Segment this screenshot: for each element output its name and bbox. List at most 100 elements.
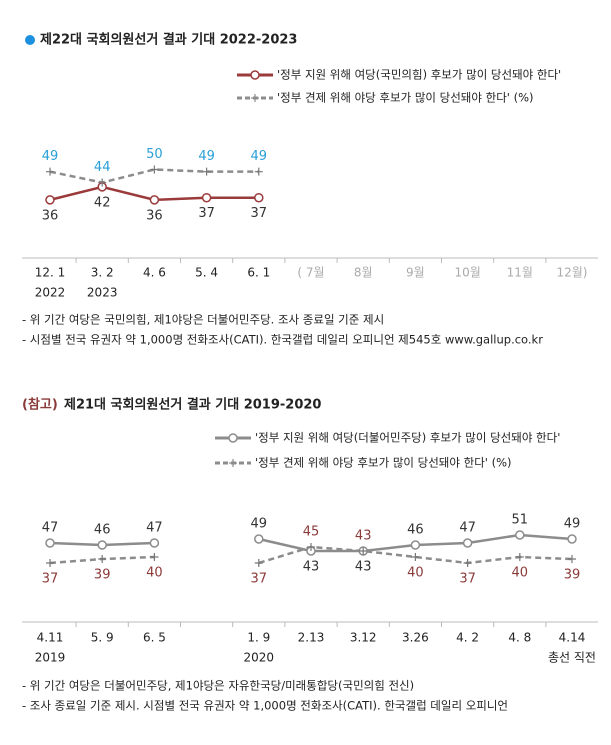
data-label: 36 xyxy=(42,208,59,223)
x-tick-label: 3. 2 xyxy=(91,266,114,280)
point xyxy=(359,547,368,555)
data-label: 37 xyxy=(459,572,476,587)
x-tick-label: 8월 xyxy=(354,266,373,280)
point xyxy=(515,553,524,561)
data-label: 46 xyxy=(407,523,424,538)
point xyxy=(46,167,54,176)
x-tick-label: 11월 xyxy=(507,266,533,280)
title-prefix: (참고) xyxy=(22,397,58,413)
x-tick-label: 5. 4 xyxy=(195,266,218,280)
x-tick-label: 2.13 xyxy=(298,631,325,645)
data-label: 49 xyxy=(251,517,268,532)
data-label: 37 xyxy=(251,572,268,587)
point xyxy=(567,534,577,544)
point xyxy=(568,555,576,563)
x-tick-label: 10월 xyxy=(454,266,480,280)
note: - 위 기간 여당은 더불어민주당, 제1야당은 자유한국당/미래통합당(국민의… xyxy=(22,679,414,693)
point xyxy=(97,540,107,550)
data-label: 36 xyxy=(146,208,163,223)
x-tick-label: 1. 9 xyxy=(247,631,270,645)
point xyxy=(201,192,212,203)
point xyxy=(150,165,159,174)
point xyxy=(202,167,211,176)
point xyxy=(149,195,160,205)
point xyxy=(150,553,159,561)
x-tick-label: 3.26 xyxy=(402,631,429,645)
data-label: 43 xyxy=(355,529,372,544)
point xyxy=(254,559,263,567)
point xyxy=(410,540,421,550)
x-sublabel: 2022 xyxy=(35,286,66,300)
x-tick-label: 5. 9 xyxy=(91,631,114,645)
x-tick-label: 4. 8 xyxy=(508,631,531,645)
chart-title: 제21대 국회의원선거 결과 기대 2019-2020 xyxy=(64,397,321,413)
x-sublabel: 총선 직전 xyxy=(548,651,596,665)
note: - 위 기간 여당은 국민의힘, 제1야당은 더불어민주당. 조사 종료일 기준… xyxy=(22,313,384,327)
point xyxy=(254,534,264,544)
point xyxy=(254,167,263,176)
x-tick-label: 4. 6 xyxy=(143,266,166,280)
x-tick-label: 12. 1 xyxy=(35,266,66,280)
x-tick-label: 4.14 xyxy=(559,631,586,645)
data-label: 46 xyxy=(94,523,111,538)
data-label: 49 xyxy=(42,149,59,164)
point xyxy=(462,538,473,548)
x-sublabel: 2020 xyxy=(244,651,275,665)
data-label: 51 xyxy=(512,513,529,528)
legend-marker xyxy=(251,94,259,102)
legend-marker xyxy=(228,433,238,443)
series-line xyxy=(49,168,259,184)
data-label: 49 xyxy=(564,517,581,532)
x-tick-label: 6. 5 xyxy=(143,631,166,645)
data-label: 47 xyxy=(42,521,59,536)
point xyxy=(98,555,107,563)
data-label: 37 xyxy=(251,206,268,221)
legend-label: '정부 견제 위해 야당 후보가 많이 당선돼야 한다' (%) xyxy=(255,456,512,470)
data-label: 42 xyxy=(94,195,111,210)
x-tick-label: 4. 2 xyxy=(456,631,479,645)
point xyxy=(411,553,420,561)
legend-label: '정부 지원 위해 여당(더불어민주당) 후보가 많이 당선돼야 한다' xyxy=(255,431,560,445)
data-label: 40 xyxy=(407,566,424,581)
data-label: 49 xyxy=(198,149,215,164)
point xyxy=(46,559,54,567)
data-label: 47 xyxy=(459,521,476,536)
chart-title: 제22대 국회의원선거 결과 기대 2022-2023 xyxy=(40,32,297,48)
title-dot xyxy=(25,35,35,45)
x-tick-label: 12월) xyxy=(557,266,588,280)
data-label: 39 xyxy=(94,568,111,583)
data-label: 37 xyxy=(198,206,215,221)
legend-marker xyxy=(229,459,237,467)
x-sublabel: 2023 xyxy=(87,286,118,300)
x-tick-label: 6. 1 xyxy=(247,266,270,280)
data-label: 43 xyxy=(355,560,372,575)
point xyxy=(307,543,315,551)
point xyxy=(98,178,107,187)
x-tick-label: 4.11 xyxy=(37,631,64,645)
data-label: 40 xyxy=(512,566,529,581)
x-sublabel: 2019 xyxy=(35,651,66,665)
x-tick-label: ( 7월 xyxy=(297,266,324,280)
note: - 조사 종료일 기준 제시. 시점별 전국 유권자 약 1,000명 전화조사… xyxy=(22,699,508,713)
data-label: 45 xyxy=(303,525,320,540)
data-label: 39 xyxy=(564,568,581,583)
legend-label: '정부 견제 위해 야당 후보가 많이 당선돼야 한다' (%) xyxy=(277,91,534,105)
point xyxy=(149,538,160,548)
data-label: 37 xyxy=(42,572,59,587)
note: - 시점별 전국 유권자 약 1,000명 전화조사(CATI). 한국갤럽 데… xyxy=(22,333,543,347)
point xyxy=(463,559,472,567)
data-label: 43 xyxy=(303,560,320,575)
point xyxy=(515,530,525,540)
x-tick-label: 3.12 xyxy=(350,631,377,645)
legend-label: '정부 지원 위해 여당(국민의힘) 후보가 많이 당선돼야 한다' xyxy=(277,68,561,82)
legend-marker xyxy=(250,70,260,80)
data-label: 44 xyxy=(94,160,111,175)
data-label: 50 xyxy=(146,147,163,162)
point xyxy=(45,538,55,548)
point xyxy=(45,195,55,205)
x-tick-label: 9월 xyxy=(406,266,425,280)
data-label: 40 xyxy=(146,566,163,581)
point xyxy=(254,192,264,203)
data-label: 49 xyxy=(251,149,268,164)
